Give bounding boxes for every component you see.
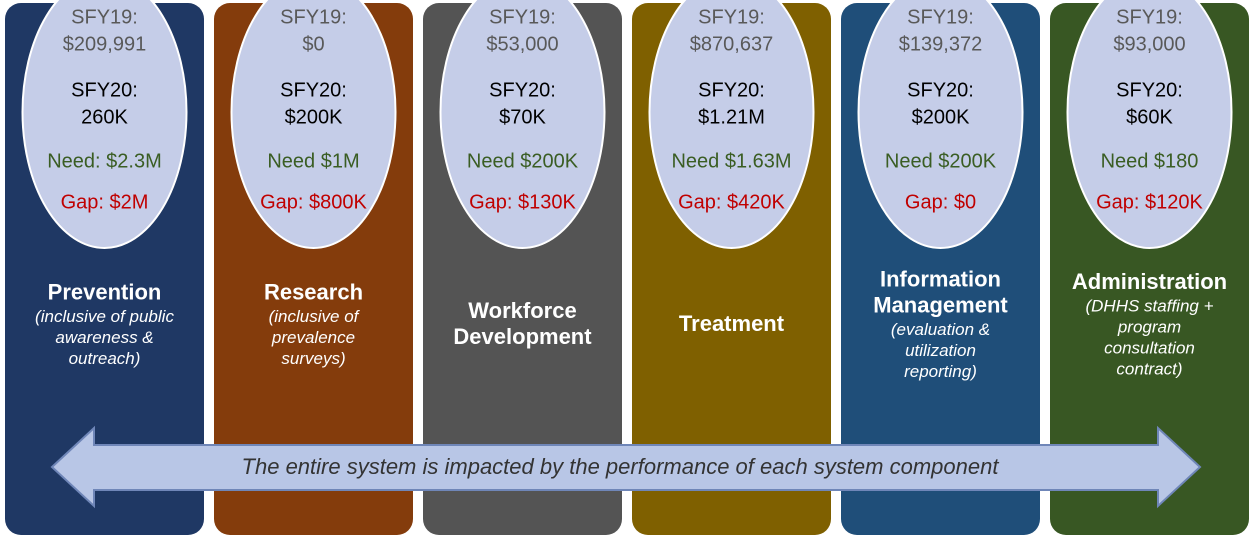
gap-amount: Gap: $2M — [61, 191, 149, 213]
amount-ellipse — [1066, 0, 1233, 249]
component-subtitle: (inclusive of public — [35, 307, 174, 326]
need-amount: Need $1.63M — [671, 150, 791, 172]
component-subtitle: consultation — [1104, 338, 1195, 357]
sfy20-label: SFY20: — [489, 79, 556, 101]
gap-amount: Gap: $800K — [260, 191, 367, 213]
gap-amount: Gap: $130K — [469, 191, 576, 213]
component-subtitle: contract) — [1116, 359, 1182, 378]
sfy19-amount: $93,000 — [1113, 33, 1185, 55]
component-title: Workforce — [468, 298, 576, 323]
component-title: Prevention — [48, 279, 162, 304]
sfy19-label: SFY19: — [489, 6, 556, 28]
component-subtitle: surveys) — [281, 349, 345, 368]
sfy19-amount: $870,637 — [690, 33, 773, 55]
system-arrow — [50, 425, 1202, 509]
sfy19-amount: $53,000 — [486, 33, 558, 55]
amount-ellipse — [21, 0, 188, 249]
sfy19-label: SFY19: — [71, 6, 138, 28]
component-subtitle: outreach) — [69, 349, 141, 368]
component-subtitle: (DHHS staffing + — [1085, 296, 1213, 315]
sfy20-amount: 260K — [81, 106, 128, 128]
sfy19-label: SFY19: — [280, 6, 347, 28]
component-subtitle: reporting) — [904, 362, 977, 381]
component-subtitle: (inclusive of — [269, 307, 361, 326]
arrow-text: The entire system is impacted by the per… — [242, 454, 1000, 479]
need-amount: Need $200K — [467, 150, 579, 172]
sfy20-amount: $70K — [499, 106, 546, 128]
sfy19-label: SFY19: — [907, 6, 974, 28]
sfy20-label: SFY20: — [698, 79, 765, 101]
sfy20-amount: $1.21M — [698, 106, 765, 128]
component-title: Management — [873, 292, 1008, 317]
sfy20-label: SFY20: — [907, 79, 974, 101]
gap-amount: Gap: $0 — [905, 191, 976, 213]
component-title: Information — [880, 266, 1001, 291]
columns: SFY19: $209,991 SFY20: 260K Need: $2.3M Gap: … — [5, 0, 1249, 535]
sfy20-label: SFY20: — [280, 79, 347, 101]
sfy19-label: SFY19: — [1116, 6, 1183, 28]
amount-ellipse — [857, 0, 1024, 249]
component-subtitle: (evaluation & — [891, 320, 990, 339]
component-subtitle: awareness & — [55, 328, 153, 347]
component-title: Treatment — [679, 311, 785, 336]
sfy20-amount: $60K — [1126, 106, 1173, 128]
need-amount: Need: $2.3M — [47, 150, 162, 172]
component-title: Development — [453, 324, 592, 349]
sfy20-amount: $200K — [912, 106, 970, 128]
gap-amount: Gap: $120K — [1096, 191, 1203, 213]
component-subtitle: utilization — [905, 341, 976, 360]
component-title: Research — [264, 279, 363, 304]
gap-amount: Gap: $420K — [678, 191, 785, 213]
amount-ellipse — [230, 0, 397, 249]
sfy20-label: SFY20: — [1116, 79, 1183, 101]
need-amount: Need $180 — [1101, 150, 1199, 172]
sfy19-label: SFY19: — [698, 6, 765, 28]
component-subtitle: prevalence — [271, 328, 355, 347]
sfy19-amount: $209,991 — [63, 33, 146, 55]
component-title: Administration — [1072, 269, 1227, 294]
component-subtitle: program — [1117, 317, 1181, 336]
sfy19-amount: $0 — [302, 33, 324, 55]
amount-ellipse — [648, 0, 815, 249]
sfy20-label: SFY20: — [71, 79, 138, 101]
sfy20-amount: $200K — [285, 106, 343, 128]
amount-ellipse — [439, 0, 606, 249]
sfy19-amount: $139,372 — [899, 33, 982, 55]
need-amount: Need $1M — [267, 150, 359, 172]
need-amount: Need $200K — [885, 150, 997, 172]
